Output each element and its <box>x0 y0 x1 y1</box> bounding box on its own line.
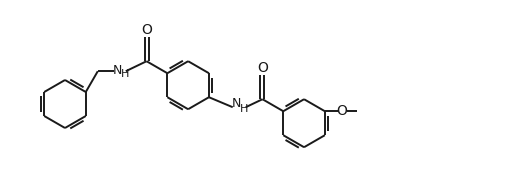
Text: N: N <box>232 97 241 110</box>
Text: O: O <box>336 104 347 118</box>
Text: H: H <box>120 69 129 79</box>
Text: O: O <box>141 23 152 37</box>
Text: H: H <box>239 104 248 114</box>
Text: N: N <box>113 64 123 77</box>
Text: O: O <box>257 61 268 75</box>
